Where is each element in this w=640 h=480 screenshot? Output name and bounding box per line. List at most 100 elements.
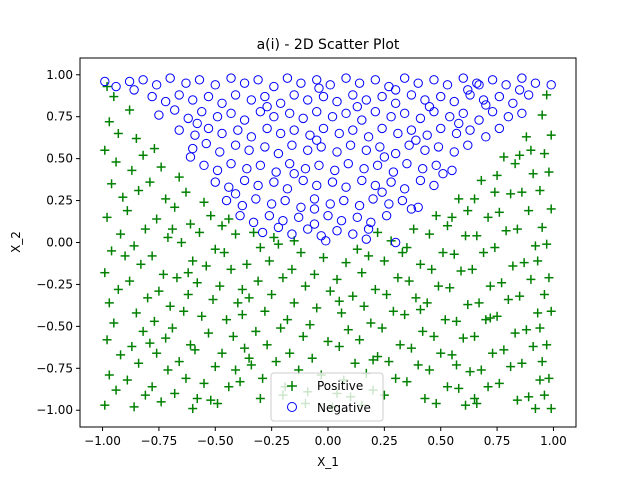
data-point-positive: [273, 239, 283, 249]
data-point-positive: [373, 352, 383, 362]
data-point-negative: [384, 199, 394, 209]
data-point-positive: [125, 276, 135, 286]
data-point-positive: [152, 214, 162, 224]
data-point-positive: [332, 274, 342, 284]
data-point-positive: [341, 258, 351, 268]
series-negative: [100, 73, 556, 248]
data-point-negative: [246, 95, 257, 105]
data-point-positive: [307, 353, 317, 363]
data-point-negative: [226, 73, 236, 83]
data-point-negative: [284, 158, 295, 169]
data-point-negative: [357, 175, 367, 186]
data-point-positive: [397, 248, 407, 258]
data-point-positive: [494, 207, 504, 217]
data-point-negative: [332, 147, 342, 157]
data-point-positive: [134, 186, 144, 196]
y-tick-label: −1.00: [36, 403, 73, 417]
data-point-positive: [235, 377, 245, 387]
data-point-positive: [100, 400, 110, 410]
data-point-negative: [487, 75, 498, 85]
data-point-negative: [224, 182, 234, 192]
data-point-positive: [456, 266, 466, 276]
chart-title: a(i) - 2D Scatter Plot: [257, 37, 400, 53]
data-point-negative: [264, 210, 275, 221]
data-point-positive: [382, 289, 392, 299]
data-point-negative: [314, 160, 324, 171]
data-point-positive: [424, 229, 434, 239]
data-point-negative: [546, 80, 556, 90]
data-point-positive: [102, 335, 112, 345]
data-point-negative: [237, 200, 248, 211]
data-point-negative: [255, 106, 266, 117]
data-point-negative: [503, 112, 514, 122]
data-point-negative: [438, 169, 448, 179]
x-tick-label: 0.00: [315, 434, 342, 448]
data-point-negative: [370, 106, 381, 117]
data-point-negative: [174, 90, 184, 100]
data-point-positive: [359, 301, 369, 311]
x-tick-label: 1.00: [540, 434, 567, 448]
data-point-positive: [420, 393, 430, 403]
data-point-negative: [239, 78, 250, 88]
data-point-negative: [517, 108, 527, 119]
data-point-positive: [388, 306, 398, 316]
data-point-positive: [431, 211, 441, 221]
data-point-negative: [298, 113, 308, 124]
y-tick-label: 0.75: [46, 110, 73, 124]
data-point-positive: [167, 224, 177, 234]
data-point-positive: [262, 340, 272, 350]
data-point-negative: [325, 199, 335, 209]
data-point-positive: [546, 130, 556, 140]
data-point-positive: [483, 382, 493, 392]
data-point-positive: [476, 175, 486, 185]
data-point-negative: [348, 229, 358, 239]
series-positive: [100, 82, 556, 414]
data-point-negative: [210, 177, 220, 187]
data-point-positive: [422, 298, 432, 308]
data-point-negative: [336, 215, 347, 226]
y-tick-label: −0.25: [36, 277, 73, 291]
data-point-positive: [524, 206, 534, 216]
data-point-positive: [170, 388, 180, 398]
data-point-positive: [379, 256, 389, 266]
data-point-positive: [222, 315, 232, 325]
data-point-negative: [323, 210, 333, 221]
data-point-negative: [377, 187, 387, 197]
data-point-negative: [181, 78, 191, 88]
data-point-negative: [138, 75, 148, 85]
data-point-negative: [246, 132, 257, 142]
data-point-positive: [438, 248, 448, 258]
data-point-negative: [370, 180, 381, 191]
data-point-negative: [280, 195, 290, 206]
data-point-negative: [354, 78, 365, 88]
data-point-positive: [510, 328, 520, 338]
data-point-positive: [104, 370, 114, 380]
data-point-negative: [174, 125, 184, 135]
y-axis-label: X_2: [9, 231, 23, 253]
data-point-positive: [465, 367, 475, 377]
data-point-positive: [240, 343, 250, 353]
data-point-negative: [226, 108, 236, 119]
data-point-positive: [282, 315, 292, 325]
data-point-negative: [151, 80, 162, 90]
data-point-positive: [210, 244, 220, 254]
data-point-negative: [124, 76, 135, 87]
data-point-positive: [278, 273, 288, 283]
data-point-positive: [116, 350, 126, 360]
data-point-negative: [481, 100, 491, 110]
data-point-negative: [361, 145, 372, 155]
data-point-negative: [185, 152, 196, 162]
data-point-negative: [494, 91, 505, 102]
data-point-negative: [330, 165, 340, 176]
data-point-positive: [120, 251, 130, 261]
data-point-negative: [399, 73, 410, 83]
data-point-positive: [147, 382, 157, 392]
data-point-negative: [463, 85, 473, 95]
data-point-negative: [442, 80, 453, 90]
data-point-positive: [158, 269, 168, 279]
data-point-positive: [506, 189, 516, 199]
data-point-positive: [192, 393, 202, 403]
data-point-negative: [431, 160, 441, 171]
data-point-negative: [296, 78, 306, 88]
data-point-positive: [181, 187, 191, 197]
